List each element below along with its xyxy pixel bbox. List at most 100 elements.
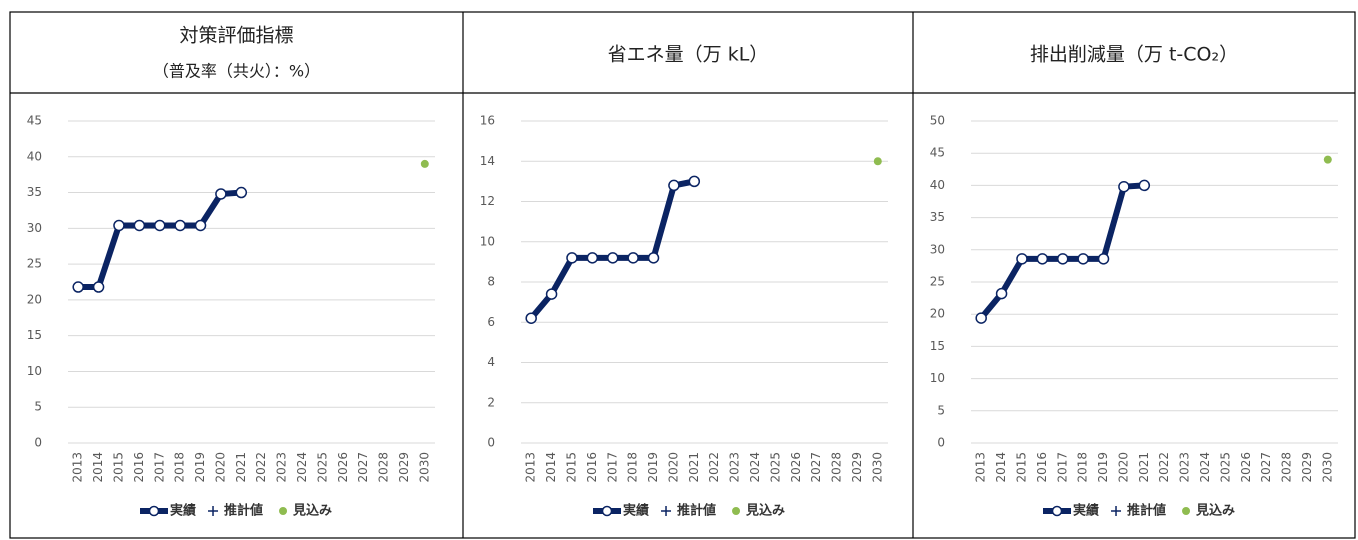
legend-label: 実績 (1073, 503, 1099, 519)
y-tick-label: 35 (27, 185, 42, 199)
y-tick-label: 8 (487, 275, 495, 289)
x-tick-label: 2025 (315, 452, 329, 483)
actual-marker (154, 219, 166, 232)
y-tick-label: 10 (480, 234, 495, 248)
y-tick-label: 50 (930, 114, 945, 128)
y-tick-label: 20 (27, 292, 42, 306)
x-tick-label: 2019 (193, 452, 207, 483)
actual-marker (1077, 253, 1089, 265)
x-tick-label: 2017 (605, 452, 619, 483)
actual-marker (1118, 180, 1130, 193)
forecast-marker (873, 157, 882, 166)
y-tick-label: 40 (27, 149, 42, 163)
y-tick-label: 20 (930, 307, 945, 321)
x-tick-label: 2016 (585, 452, 599, 483)
forecast-marker (1323, 155, 1332, 164)
table-border (9, 11, 1356, 539)
x-tick-label: 2030 (417, 452, 431, 483)
x-tick-label: 2013 (974, 452, 988, 483)
x-tick-label: 2014 (544, 452, 558, 483)
x-tick-label: 2020 (1116, 452, 1130, 483)
legend-label: 実績 (170, 503, 196, 519)
y-tick-label: 10 (930, 371, 945, 385)
x-tick-label: 2026 (789, 452, 803, 483)
legend-label: 見込み (292, 503, 332, 519)
y-tick-label: 12 (480, 194, 495, 208)
x-tick-label: 2018 (1076, 452, 1090, 483)
x-tick-label: 2022 (707, 452, 721, 483)
actual-marker (668, 179, 680, 192)
legend-swatch (1111, 506, 1122, 516)
y-tick-label: 6 (487, 315, 495, 329)
legend-label: 見込み (745, 503, 785, 519)
x-tick-label: 2013 (524, 452, 538, 483)
x-tick-label: 2018 (173, 452, 187, 483)
legend-swatch (1182, 507, 1191, 515)
x-tick-label: 2025 (768, 452, 782, 483)
actual-marker (194, 219, 207, 232)
chart-title: 対策評価指標 (179, 25, 293, 47)
x-tick-label: 2017 (1055, 452, 1069, 483)
actual-marker (174, 219, 186, 232)
x-tick-label: 2017 (152, 452, 166, 483)
y-tick-label: 35 (930, 210, 945, 224)
x-tick-label: 2022 (254, 452, 268, 483)
x-tick-label: 2022 (1157, 452, 1171, 483)
actual-marker (586, 252, 599, 264)
actual-marker (525, 312, 537, 324)
actual-marker (566, 252, 578, 264)
legend-swatch (1051, 505, 1063, 517)
x-tick-label: 2028 (377, 452, 391, 483)
x-tick-label: 2016 (132, 452, 146, 483)
actual-marker (627, 252, 639, 264)
x-tick-label: 2026 (1239, 452, 1253, 483)
x-tick-label: 2029 (1300, 452, 1314, 483)
legend-label: 推計値 (224, 503, 263, 519)
actual-marker (688, 175, 701, 188)
legend-label: 推計値 (1127, 503, 1166, 519)
y-tick-label: 25 (27, 257, 42, 271)
x-tick-label: 2016 (1035, 452, 1049, 483)
x-tick-label: 2024 (295, 452, 309, 483)
x-tick-label: 2027 (356, 452, 370, 483)
y-tick-label: 0 (34, 436, 42, 450)
actual-line (978, 182, 1145, 320)
x-tick-label: 2014 (994, 452, 1008, 483)
y-tick-label: 2 (487, 395, 495, 409)
x-tick-label: 2023 (728, 452, 742, 483)
legend-label: 見込み (1195, 503, 1235, 519)
y-tick-label: 0 (937, 436, 945, 450)
x-tick-label: 2030 (870, 452, 884, 483)
x-tick-label: 2027 (809, 452, 823, 483)
x-tick-label: 2024 (748, 452, 762, 483)
y-tick-label: 40 (930, 178, 945, 192)
y-tick-label: 25 (930, 275, 945, 289)
legend-swatch (148, 505, 160, 517)
x-tick-label: 2028 (830, 452, 844, 483)
actual-marker (235, 186, 248, 199)
y-tick-label: 30 (27, 221, 42, 235)
x-tick-label: 2021 (687, 452, 701, 483)
y-tick-label: 4 (487, 355, 495, 369)
y-tick-label: 10 (27, 364, 42, 378)
x-tick-label: 2029 (850, 452, 864, 483)
legend-swatch (279, 507, 288, 515)
x-tick-label: 2015 (564, 452, 578, 483)
x-tick-label: 2019 (646, 452, 660, 483)
x-tick-label: 2026 (336, 452, 350, 483)
x-tick-label: 2020 (666, 452, 680, 483)
x-tick-label: 2023 (275, 452, 289, 483)
actual-marker (133, 219, 146, 232)
actual-marker (1036, 253, 1049, 265)
actual-marker (72, 281, 84, 293)
x-tick-label: 2023 (1178, 452, 1192, 483)
chart-title: 省エネ量（万 kL） (608, 44, 769, 66)
actual-marker (113, 219, 125, 232)
x-tick-label: 2018 (626, 452, 640, 483)
actual-line (78, 189, 242, 291)
x-tick-label: 2019 (1096, 452, 1110, 483)
y-tick-label: 16 (480, 114, 495, 128)
actual-marker (647, 252, 660, 264)
y-tick-label: 45 (27, 114, 42, 128)
